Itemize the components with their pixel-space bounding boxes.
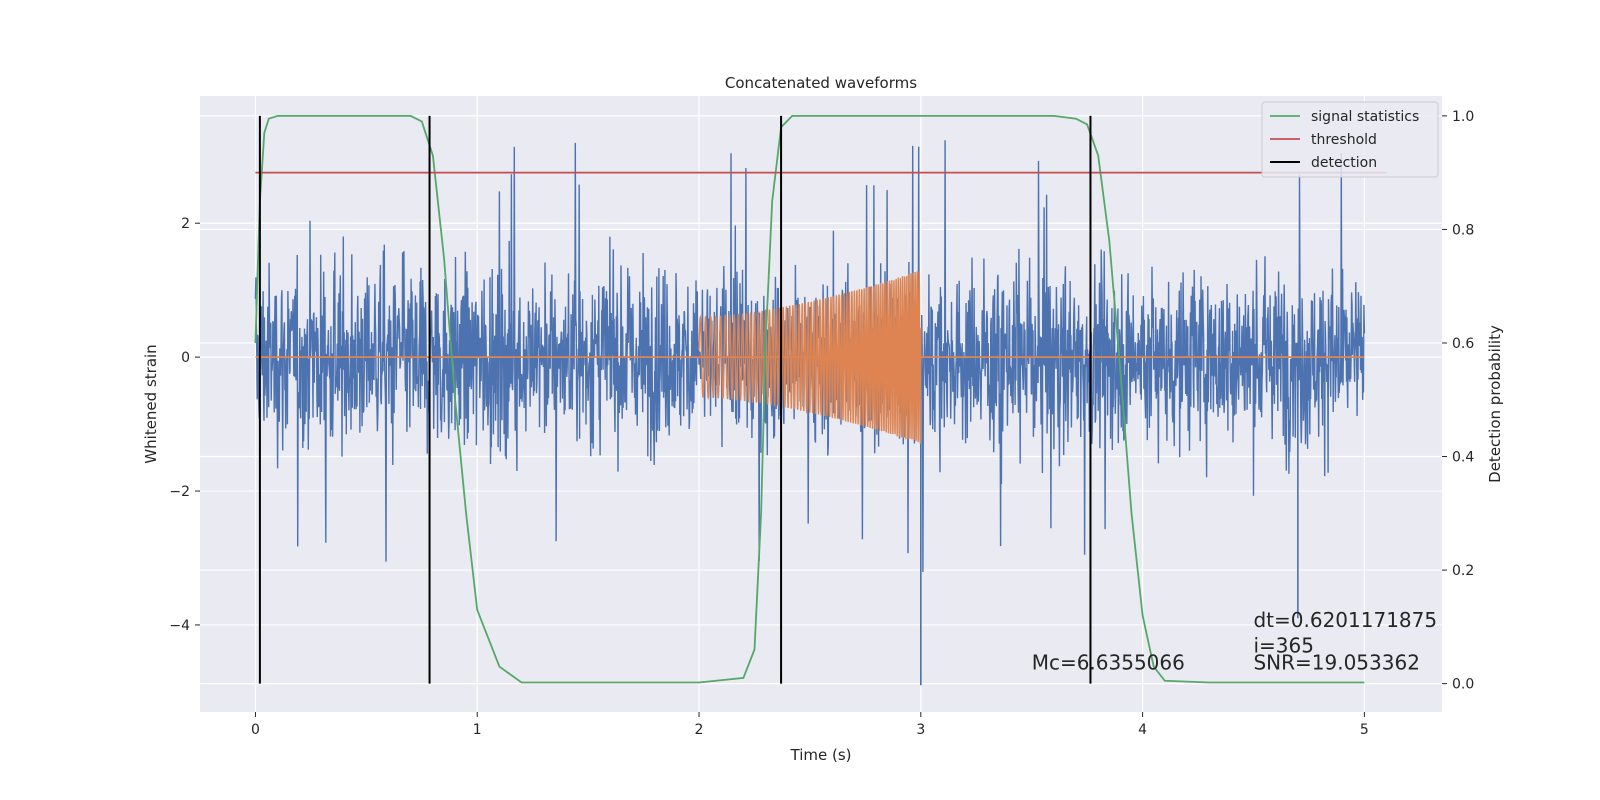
y-right-tick-label: 0.2 bbox=[1452, 563, 1474, 579]
annotation-text: i=365 bbox=[1253, 633, 1314, 657]
y-right-tick-label: 0.8 bbox=[1452, 222, 1474, 238]
x-tick-label: 4 bbox=[1138, 722, 1147, 738]
legend-label-threshold: threshold bbox=[1311, 132, 1377, 148]
annotation-text: Mc=6.6355066 bbox=[1032, 650, 1185, 674]
legend-label-detection: detection bbox=[1311, 155, 1377, 171]
y-right-tick-label: 1.0 bbox=[1452, 109, 1474, 125]
y-right-tick-label: 0.0 bbox=[1452, 677, 1474, 693]
series-signal-statistics-line bbox=[254, 115, 1365, 684]
y-left-tick-label: 0 bbox=[181, 350, 190, 366]
x-tick-label: 5 bbox=[1360, 722, 1369, 738]
legend-box bbox=[1261, 101, 1439, 178]
y-right-tick-label: 0.4 bbox=[1452, 450, 1474, 466]
series-chirp-line bbox=[698, 271, 922, 444]
y-axis-label-right: Detection probability bbox=[1486, 325, 1504, 483]
x-tick-label: 1 bbox=[473, 722, 482, 738]
x-tick-label: 2 bbox=[695, 722, 704, 738]
annotation-text: dt=0.6201171875 bbox=[1253, 608, 1437, 632]
y-left-tick-label: −2 bbox=[169, 484, 190, 500]
series-noise-line bbox=[254, 140, 1366, 573]
ticks: 0 1 2 3 4 5 −4 −2 0 2 0.0 0.2 0.4 0.6 0.8 1.0 bbox=[169, 109, 1474, 738]
x-tick-label: 3 bbox=[916, 722, 925, 738]
y-right-tick-label: 0.6 bbox=[1452, 336, 1474, 352]
x-axis-label: Time (s) bbox=[790, 746, 852, 764]
chart-title: Concatenated waveforms bbox=[725, 74, 917, 92]
plot-series bbox=[254, 115, 1387, 686]
y-left-tick-label: −4 bbox=[169, 618, 190, 634]
y-axis-label-left: Whitened strain bbox=[142, 344, 160, 463]
detection-lines bbox=[258, 115, 1092, 684]
x-tick-label: 0 bbox=[251, 722, 260, 738]
annotation-text: SNR=19.053362 bbox=[1253, 650, 1419, 674]
legend-label-signal-statistics: signal statistics bbox=[1311, 109, 1419, 125]
legend: signal statistics threshold detection bbox=[1261, 101, 1439, 178]
y-left-tick-label: 2 bbox=[181, 216, 190, 232]
